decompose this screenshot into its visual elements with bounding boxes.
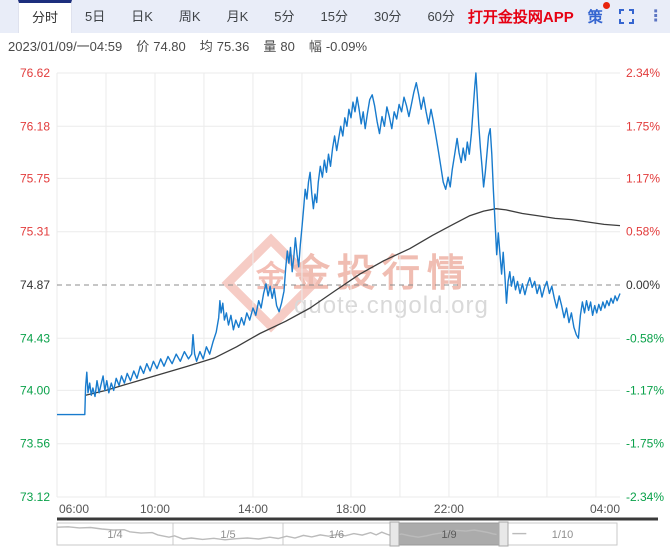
y-axis-pct-label: 0.00%: [626, 278, 660, 292]
y-axis-price-label: 73.56: [20, 437, 50, 451]
navigator-right-handle[interactable]: [498, 521, 509, 547]
chart-canvas[interactable]: 76.62 2.34% 76.18 1.75% 75.75 1.17% 75.31 0.58%…: [0, 58, 670, 552]
nav-page-label: 1/6: [329, 529, 344, 541]
x-axis-time-label: 18:00: [336, 502, 366, 516]
y-axis-pct-label: 1.17%: [626, 171, 660, 185]
fullscreen-button[interactable]: [618, 9, 634, 24]
change-value: -0.09%: [325, 39, 368, 54]
tab-30min[interactable]: 30分: [373, 9, 402, 24]
x-axis-time-label: 04:00: [590, 502, 620, 516]
nav-page-label: 1/4: [107, 529, 122, 541]
y-axis-price-label: 76.62: [20, 66, 50, 80]
strategy-button[interactable]: 策: [587, 2, 610, 27]
nav-page-label: 1/10: [552, 529, 573, 541]
x-axis-time-label: 10:00: [140, 502, 170, 516]
x-axis-time-label: 06:00: [59, 502, 89, 516]
price-line: [57, 72, 621, 416]
y-axis-price-label: 74.43: [20, 331, 50, 345]
chart-area: 金 金投行情 quote.cngold.org 76.62 2.34% 76.18 1…: [0, 58, 670, 552]
y-axis-price-label: 74.00: [20, 383, 50, 397]
y-axis-pct-label: 0.58%: [626, 225, 660, 239]
kebab-menu-icon: ⋮: [647, 7, 664, 25]
toolbar-right-cluster: 打开金投网APP 策 ⋮: [468, 0, 670, 33]
y-axis-price-label: 75.31: [20, 225, 50, 239]
volume-field: 量 80: [263, 36, 294, 55]
y-axis-pct-label: 1.75%: [626, 119, 660, 133]
tab-weekly-k[interactable]: 周K: [178, 9, 201, 24]
y-axis-price-label: 73.12: [20, 490, 50, 504]
x-axis-time-label: 14:00: [238, 502, 268, 516]
nav-page-label: 1/5: [220, 529, 235, 541]
quote-info-bar: 2023/01/09/一04:59 价 74.80 均 75.36 量 80 幅 -0.…: [0, 33, 670, 58]
tab-intraday[interactable]: 分时: [18, 0, 73, 33]
avg-value: 75.36: [216, 39, 250, 54]
more-menu-button[interactable]: ⋮: [646, 7, 666, 25]
y-axis-price-label: 76.18: [20, 119, 50, 133]
fullscreen-icon: [618, 9, 634, 24]
quote-datetime: 2023/01/09/一04:59: [8, 39, 123, 54]
tab-60min[interactable]: 60分: [427, 9, 455, 24]
x-axis-time-label: 22:00: [434, 502, 464, 516]
navigator-left-handle[interactable]: [389, 521, 400, 547]
volume-label: 量: [263, 39, 277, 54]
navigator-sparkline: [56, 526, 497, 541]
y-axis-pct-label: -1.17%: [626, 383, 664, 397]
y-axis-pct-label: 2.34%: [626, 66, 660, 80]
tab-5min[interactable]: 5分: [274, 9, 295, 24]
y-axis-pct-label: -2.34%: [626, 490, 664, 504]
chart-toolbar: 分时 5日 日K 周K 月K 5分 15分 30分 60分 打开金投网APP 策…: [0, 0, 670, 33]
avg-field: 均 75.36: [200, 36, 250, 55]
price-value: 74.80: [153, 39, 186, 54]
tab-monthly-k[interactable]: 月K: [226, 9, 249, 24]
change-label: 幅: [308, 39, 322, 54]
y-axis-price-label: 74.87: [20, 278, 50, 292]
tab-daily-k[interactable]: 日K: [131, 9, 153, 24]
price-label: 价: [136, 39, 150, 54]
tab-15min[interactable]: 15分: [320, 9, 348, 24]
notification-dot: [602, 2, 610, 9]
tab-5day[interactable]: 5日: [85, 9, 106, 24]
y-axis-price-label: 75.75: [20, 171, 50, 185]
y-axis-pct-label: -1.75%: [626, 437, 664, 451]
y-axis-pct-label: -0.58%: [626, 331, 664, 345]
change-field: 幅 -0.09%: [309, 36, 367, 55]
volume-value: 80: [280, 39, 295, 54]
strategy-label: 策: [587, 9, 603, 26]
avg-label: 均: [199, 39, 213, 54]
open-app-link[interactable]: 打开金投网APP: [467, 9, 574, 26]
price-field: 价 74.80: [136, 36, 186, 55]
nav-page-label: 1/9: [441, 529, 456, 541]
average-price-line: [85, 208, 621, 396]
